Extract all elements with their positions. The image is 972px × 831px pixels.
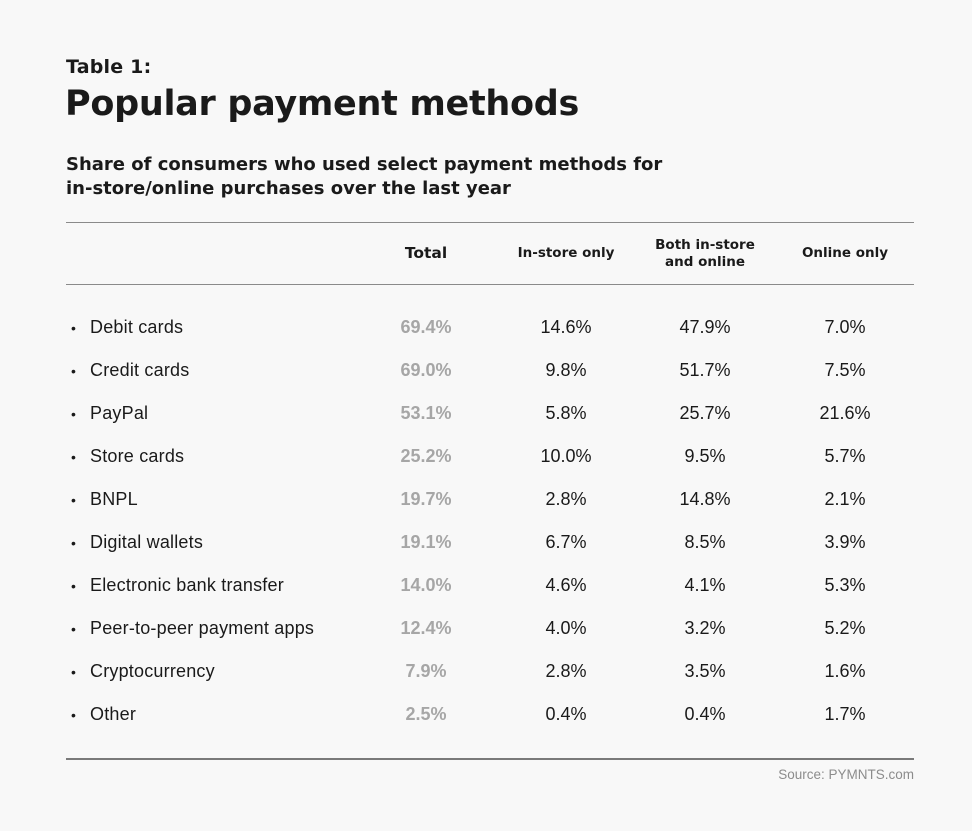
row-label: • BNPL	[71, 478, 138, 521]
cell-in-store-only: 4.0%	[545, 618, 587, 638]
bullet-icon: •	[71, 449, 77, 465]
cell-in-store-only: 10.0%	[540, 446, 592, 466]
row-label-text: Cryptocurrency	[90, 661, 215, 681]
cell-both: 8.5%	[684, 532, 726, 552]
cell-total: 25.2%	[400, 446, 452, 466]
cell-in-store-only: 2.8%	[545, 661, 587, 681]
row-label: • Credit cards	[71, 349, 189, 392]
cell-total: 19.7%	[400, 489, 452, 509]
column-header-label: and online	[665, 253, 745, 270]
cell-online-only: 2.1%	[824, 489, 866, 509]
cell-online-only: 21.6%	[819, 403, 871, 423]
header-top-rule	[66, 222, 914, 223]
subtitle: Share of consumers who used select payme…	[66, 153, 766, 201]
column-header-label: Total	[404, 244, 448, 262]
cell-total: 14.0%	[400, 575, 452, 595]
cell-online-only: 3.9%	[824, 532, 866, 552]
column-header-both: Both in-store and online	[645, 223, 765, 284]
cell-online-only: 5.7%	[824, 446, 866, 466]
table-row: • PayPal 53.1% 5.8% 25.7% 21.6%	[0, 392, 972, 435]
cell-online-only: 5.3%	[824, 575, 866, 595]
cell-total: 69.0%	[400, 360, 452, 380]
source-note: Source: PYMNTS.com	[778, 767, 914, 782]
cell-online-only: 7.5%	[824, 360, 866, 380]
cell-online-only: 1.6%	[824, 661, 866, 681]
bullet-icon: •	[71, 535, 77, 551]
cell-both: 0.4%	[684, 704, 726, 724]
cell-both: 51.7%	[679, 360, 731, 380]
subtitle-line: in-store/online purchases over the last …	[66, 178, 511, 199]
cell-in-store-only: 14.6%	[540, 317, 592, 337]
cell-total: 12.4%	[400, 618, 452, 638]
cell-total: 53.1%	[400, 403, 452, 423]
cell-both: 14.8%	[679, 489, 731, 509]
column-header-in-store-only: In-store only	[506, 223, 626, 284]
row-label: • Debit cards	[71, 306, 183, 349]
table-row: • Debit cards 69.4% 14.6% 47.9% 7.0%	[0, 306, 972, 349]
cell-total: 69.4%	[400, 317, 452, 337]
row-label: • Cryptocurrency	[71, 650, 215, 693]
column-header-label: Online only	[801, 245, 889, 261]
table-row: • Peer-to-peer payment apps 12.4% 4.0% 3.2% 5…	[0, 607, 972, 650]
row-label-text: Other	[90, 704, 137, 724]
cell-in-store-only: 4.6%	[545, 575, 587, 595]
cell-both: 3.5%	[684, 661, 726, 681]
table-label: Table 1:	[66, 56, 152, 78]
cell-total: 19.1%	[400, 532, 452, 552]
cell-in-store-only: 5.8%	[545, 403, 587, 423]
bullet-icon: •	[71, 621, 77, 637]
row-label-text: Digital wallets	[90, 532, 204, 552]
cell-total: 7.9%	[405, 661, 447, 681]
subtitle-line: Share of consumers who used select payme…	[66, 154, 663, 175]
row-label-text: BNPL	[90, 489, 138, 509]
row-label-text: Peer-to-peer payment apps	[90, 618, 315, 638]
row-label: • Peer-to-peer payment apps	[71, 607, 314, 650]
row-label: • Digital wallets	[71, 521, 203, 564]
row-label-text: Debit cards	[90, 317, 184, 337]
table-row: • Cryptocurrency 7.9% 2.8% 3.5% 1.6%	[0, 650, 972, 693]
bullet-icon: •	[71, 707, 77, 723]
cell-in-store-only: 9.8%	[545, 360, 587, 380]
header-bottom-rule	[66, 284, 914, 285]
column-header-total: Total	[376, 223, 476, 284]
column-header-label: Both in-store	[655, 236, 755, 253]
bullet-icon: •	[71, 492, 77, 508]
cell-both: 4.1%	[684, 575, 726, 595]
row-label-text: Store cards	[90, 446, 185, 466]
row-label: • PayPal	[71, 392, 148, 435]
table-row: • Store cards 25.2% 10.0% 9.5% 5.7%	[0, 435, 972, 478]
cell-both: 47.9%	[679, 317, 731, 337]
table-row: • Other 2.5% 0.4% 0.4% 1.7%	[0, 693, 972, 736]
cell-both: 3.2%	[684, 618, 726, 638]
cell-online-only: 7.0%	[824, 317, 866, 337]
cell-both: 9.5%	[684, 446, 726, 466]
cell-online-only: 5.2%	[824, 618, 866, 638]
bullet-icon: •	[71, 363, 77, 379]
cell-in-store-only: 2.8%	[545, 489, 587, 509]
table-row: • Digital wallets 19.1% 6.7% 8.5% 3.9%	[0, 521, 972, 564]
table-row: • Credit cards 69.0% 9.8% 51.7% 7.5%	[0, 349, 972, 392]
cell-in-store-only: 0.4%	[545, 704, 587, 724]
cell-both: 25.7%	[679, 403, 731, 423]
row-label-text: Credit cards	[90, 360, 190, 380]
column-header-label: In-store only	[517, 245, 615, 261]
table-row: • Electronic bank transfer 14.0% 4.6% 4.1% 5.…	[0, 564, 972, 607]
column-header-online-only: Online only	[785, 223, 905, 284]
row-label: • Store cards	[71, 435, 184, 478]
cell-in-store-only: 6.7%	[545, 532, 587, 552]
row-label: • Electronic bank transfer	[71, 564, 284, 607]
bullet-icon: •	[71, 578, 77, 594]
table-body: • Debit cards 69.4% 14.6% 47.9% 7.0% • Credit c…	[0, 306, 972, 736]
table-row: • BNPL 19.7% 2.8% 14.8% 2.1%	[0, 478, 972, 521]
cell-online-only: 1.7%	[824, 704, 866, 724]
row-label-text: Electronic bank transfer	[90, 575, 284, 595]
row-label-text: PayPal	[90, 403, 149, 423]
bullet-icon: •	[71, 406, 77, 422]
row-label: • Other	[71, 693, 136, 736]
bullet-icon: •	[71, 664, 77, 680]
bullet-icon: •	[71, 320, 77, 336]
table-bottom-rule	[66, 758, 914, 760]
page-title: Popular payment methods	[65, 84, 580, 124]
cell-total: 2.5%	[405, 704, 447, 724]
